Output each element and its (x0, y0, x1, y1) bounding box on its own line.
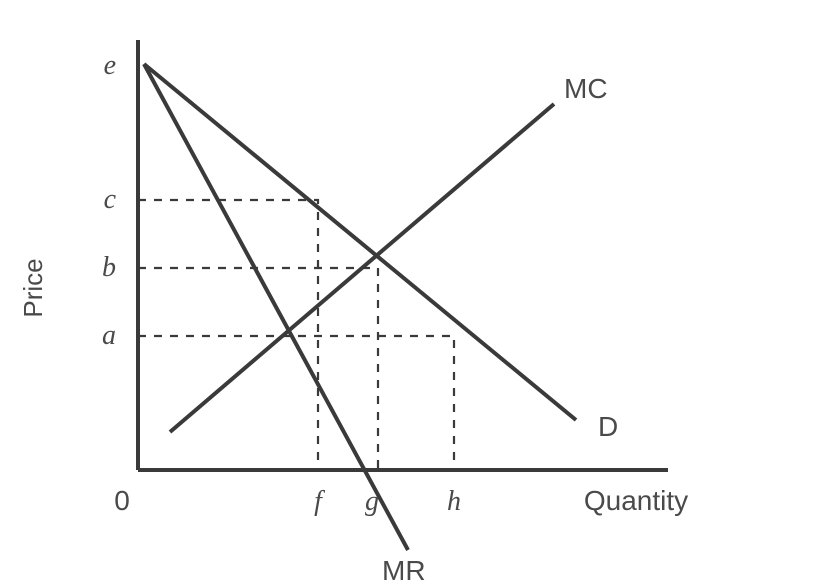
xtick-f: f (314, 486, 325, 517)
curves-group (144, 64, 576, 550)
xtick-h: h (447, 486, 461, 517)
monopoly-graph: Price e c b a 0 f g h Quantity MC D MR (0, 0, 824, 584)
chart-svg: Price e c b a 0 f g h Quantity MC D MR (0, 0, 824, 584)
guide-b-g (138, 268, 378, 470)
mc-label: MC (564, 73, 608, 104)
d-label: D (598, 411, 618, 442)
mr-label: MR (382, 555, 426, 584)
mc-curve (170, 104, 554, 432)
guide-a-h (138, 336, 454, 470)
origin-label: 0 (114, 485, 130, 516)
ytick-a: a (102, 320, 116, 351)
demand-curve (144, 64, 576, 420)
axes-group (138, 40, 668, 470)
x-axis-title: Quantity (584, 485, 688, 516)
xtick-g: g (365, 486, 379, 517)
ytick-c: c (104, 184, 117, 215)
ytick-e: e (104, 50, 116, 81)
guide-lines-group (138, 200, 454, 470)
mr-curve (144, 64, 408, 550)
ytick-b: b (102, 252, 116, 283)
y-axis-title: Price (18, 258, 48, 317)
